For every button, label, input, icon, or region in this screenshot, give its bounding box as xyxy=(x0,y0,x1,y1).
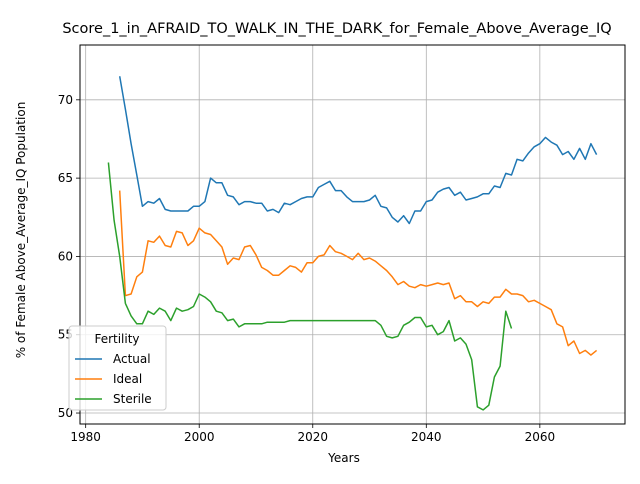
x-axis-label: Years xyxy=(327,451,360,465)
legend-box xyxy=(68,325,167,411)
grid xyxy=(80,45,625,424)
legend-label-sterile: Sterile xyxy=(113,392,152,406)
legend-title: Fertility xyxy=(94,332,139,346)
y-tick-label: 50 xyxy=(58,406,73,420)
plot-frame xyxy=(79,44,626,425)
y-tick-label: 70 xyxy=(58,93,73,107)
legend-label-actual: Actual xyxy=(113,352,151,366)
legend: Fertility Actual Ideal Sterile xyxy=(68,325,167,411)
series-line-ideal xyxy=(118,190,598,356)
x-tick-label: 2000 xyxy=(184,430,215,444)
y-tick-label: 60 xyxy=(58,249,73,263)
series-lines xyxy=(107,76,598,411)
chart-title: Score_1_in_AFRAID_TO_WALK_IN_THE_DARK_fo… xyxy=(62,21,611,37)
series-line-actual xyxy=(118,76,598,225)
x-tick-label: 2060 xyxy=(525,430,556,444)
y-tick-label: 65 xyxy=(58,171,73,185)
x-tick-label: 2040 xyxy=(411,430,442,444)
legend-label-ideal: Ideal xyxy=(113,372,142,386)
x-tick-label: 2020 xyxy=(297,430,328,444)
series-line-sterile xyxy=(107,162,513,411)
y-axis-label: % of Female Above_Average_IQ Population xyxy=(14,102,28,359)
x-tick-label: 1980 xyxy=(70,430,101,444)
